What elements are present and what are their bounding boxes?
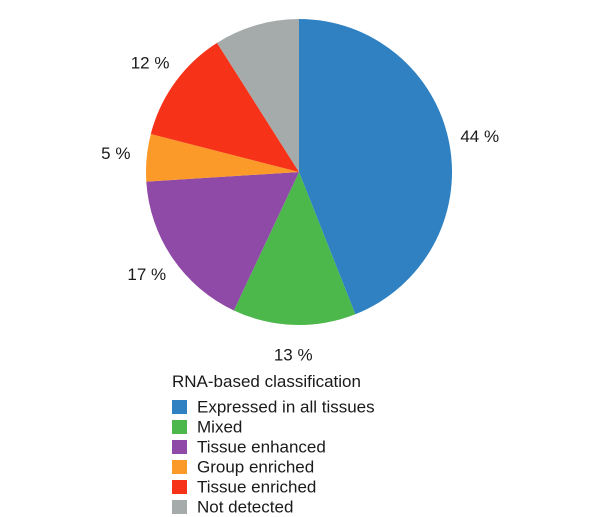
legend-swatch-tissue-enhanced <box>172 440 187 454</box>
slice-label-mixed: 13 % <box>274 345 313 364</box>
legend-label-tissue-enhanced: Tissue enhanced <box>197 437 326 456</box>
legend-label-group-enriched: Group enriched <box>197 457 314 476</box>
pie-slice-group-enriched <box>145 133 299 182</box>
legend-item-not-detected: Not detected <box>172 497 293 516</box>
legend-label-expressed-in-all-tissues: Expressed in all tissues <box>197 397 375 416</box>
legend-label-not-detected: Not detected <box>197 497 293 516</box>
slice-label-expressed-in-all-tissues: 44 % <box>460 127 499 146</box>
legend-swatch-group-enriched <box>172 460 187 474</box>
pie-slice-not-detected <box>217 19 299 172</box>
pie-slice-tissue-enhanced <box>146 172 299 311</box>
slice-label-not-detected: 9 % <box>233 0 262 4</box>
legend-title: RNA-based classification <box>172 372 361 391</box>
legend-swatch-expressed-in-all-tissues <box>172 400 187 414</box>
legend-swatch-tissue-enriched <box>172 480 187 494</box>
slice-label-tissue-enhanced: 17 % <box>127 265 166 284</box>
pie-slice-tissue-enriched <box>150 42 299 172</box>
legend: RNA-based classification Expressed in al… <box>172 372 375 516</box>
legend-item-tissue-enhanced: Tissue enhanced <box>172 437 326 456</box>
legend-swatch-not-detected <box>172 500 187 514</box>
legend-label-tissue-enriched: Tissue enriched <box>197 477 316 496</box>
pie-slice-labels: 44 % 13 % 17 % 5 % 12 % 9 % <box>101 0 499 364</box>
legend-swatch-mixed <box>172 420 187 434</box>
legend-item-group-enriched: Group enriched <box>172 457 314 476</box>
slice-label-tissue-enriched: 12 % <box>131 53 170 72</box>
pie-slices <box>145 19 453 326</box>
legend-item-expressed-in-all-tissues: Expressed in all tissues <box>172 397 375 416</box>
legend-item-mixed: Mixed <box>172 417 242 436</box>
pie-slice-mixed <box>233 172 356 326</box>
legend-label-mixed: Mixed <box>197 417 242 436</box>
legend-item-tissue-enriched: Tissue enriched <box>172 477 316 496</box>
pie-slice-expressed-in-all-tissues <box>299 19 453 315</box>
slice-label-group-enriched: 5 % <box>101 144 130 163</box>
